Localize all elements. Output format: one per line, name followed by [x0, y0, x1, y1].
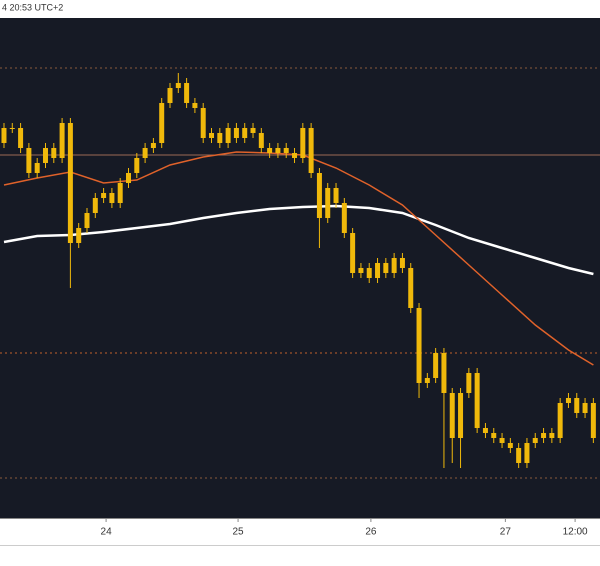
candle-body [26, 148, 32, 173]
candle-body [507, 443, 513, 448]
candle-body [341, 203, 347, 233]
candle-body [308, 128, 314, 173]
candle-body [424, 378, 430, 383]
candle-body [192, 103, 198, 108]
candle-body [449, 393, 455, 438]
candle-body [167, 88, 173, 103]
candle-body [399, 258, 405, 268]
candle-body [175, 83, 181, 88]
candle-body [225, 128, 231, 143]
candle-body [126, 173, 132, 183]
candle-body [150, 143, 156, 148]
candle-body [474, 373, 480, 428]
candle-body [466, 373, 472, 393]
candle-body [184, 83, 190, 103]
candle-body [217, 133, 223, 143]
candle-body [117, 183, 123, 203]
candle-body [574, 398, 580, 413]
candle-body [200, 108, 206, 138]
x-tick-label: 25 [233, 527, 245, 538]
candle-body [408, 268, 414, 308]
candle-body [375, 263, 381, 278]
candle-body [51, 148, 57, 158]
candle-body [92, 198, 98, 213]
candle-body [134, 158, 140, 173]
candle-body [358, 268, 364, 273]
header-time: 4 20:53 UTC+2 [2, 2, 63, 12]
candle-body [516, 448, 522, 463]
candle-body [524, 443, 530, 463]
candle-body [416, 308, 422, 383]
candle-body [250, 128, 256, 133]
candle-body [84, 213, 90, 228]
x-tick-label: 27 [500, 527, 512, 538]
candle-body [300, 128, 306, 158]
candle-body [59, 123, 65, 158]
candle-body [441, 353, 447, 393]
candle-body [366, 268, 372, 278]
candle-body [283, 148, 289, 153]
candle-body [549, 433, 555, 438]
candle-body [499, 438, 505, 443]
x-tick-label: 12:00 [563, 527, 588, 538]
candle-body [333, 188, 339, 203]
candle-body [209, 133, 215, 138]
candle-body [42, 148, 48, 163]
candle-body [275, 148, 281, 153]
candle-body [433, 353, 439, 378]
candle-body [76, 228, 82, 243]
x-tick-label: 26 [365, 527, 377, 538]
candle-body [590, 403, 596, 438]
candle-body [18, 128, 24, 148]
candle-body [458, 393, 464, 438]
candle-body [34, 163, 40, 173]
moving-average-line [3, 204, 594, 276]
candle-body [582, 403, 588, 413]
candle-body [101, 193, 107, 198]
candle-body [491, 433, 497, 438]
candle-body [142, 148, 148, 158]
candle-body [292, 153, 298, 158]
candle-body [109, 193, 115, 203]
candle-body [67, 123, 73, 243]
candle-body [9, 128, 15, 129]
candle-body [557, 403, 563, 438]
candle-body [325, 188, 331, 218]
candle-body [233, 128, 239, 138]
candle-body [565, 398, 571, 403]
candle-body [350, 233, 356, 273]
candle-body [482, 428, 488, 433]
candle-body [159, 103, 165, 143]
candle-body [541, 433, 547, 438]
candle-body [316, 173, 322, 218]
candle-body [532, 438, 538, 443]
candle-body [242, 128, 248, 138]
candle-body [383, 263, 389, 273]
candle-body [267, 148, 273, 153]
x-tick-label: 24 [101, 527, 113, 538]
candle-body [258, 133, 264, 148]
plot-background [0, 18, 600, 518]
candle-body [1, 128, 7, 143]
candle-body [391, 258, 397, 273]
